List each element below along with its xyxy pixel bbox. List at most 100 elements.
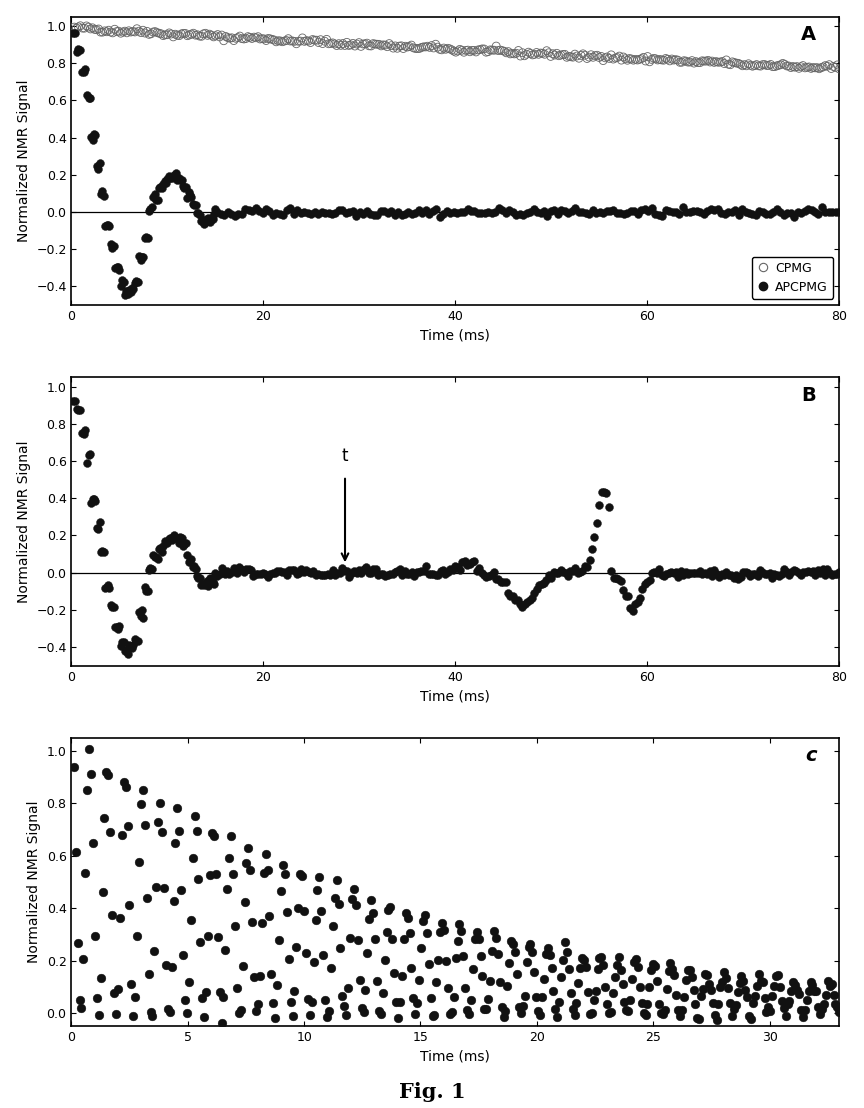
Point [211, 25, 225, 43]
Point [152, 540, 166, 557]
Point [465, 41, 479, 59]
Point [435, 914, 449, 932]
Point [388, 37, 402, 54]
Point [127, 280, 141, 298]
Point [758, 989, 772, 1007]
Point [338, 37, 352, 54]
Point [156, 537, 170, 555]
Point [382, 901, 396, 919]
Point [497, 1007, 511, 1025]
Point [124, 638, 137, 656]
Point [343, 930, 357, 947]
Point [609, 570, 623, 587]
Point [692, 1009, 706, 1027]
Point [715, 565, 728, 583]
Point [297, 902, 311, 920]
Point [816, 560, 829, 577]
Point [83, 445, 97, 463]
Point [736, 973, 750, 991]
Point [416, 204, 429, 222]
Legend: CPMG, APCPMG: CPMG, APCPMG [752, 257, 833, 299]
Point [308, 204, 321, 222]
Point [108, 618, 122, 636]
Point [142, 562, 156, 579]
Point [238, 893, 251, 911]
Point [222, 565, 236, 583]
Point [308, 31, 321, 49]
Point [197, 576, 211, 594]
Point [423, 989, 437, 1007]
Point [384, 37, 398, 54]
Point [282, 950, 295, 967]
Point [251, 28, 265, 45]
Point [830, 998, 844, 1016]
Point [256, 204, 270, 222]
Point [372, 1002, 385, 1019]
Point [524, 204, 537, 222]
Point [108, 259, 122, 277]
Point [384, 565, 397, 583]
Point [299, 944, 313, 962]
Point [577, 952, 591, 970]
Point [739, 563, 753, 581]
Point [519, 45, 533, 63]
Point [73, 17, 87, 34]
Point [326, 562, 340, 579]
Point [443, 1005, 457, 1023]
Point [168, 834, 182, 852]
Point [395, 967, 409, 985]
Point [453, 915, 467, 933]
Point [566, 999, 580, 1017]
Point [360, 944, 374, 962]
Point [403, 565, 416, 583]
Point [428, 1006, 442, 1024]
Point [150, 192, 164, 209]
Point [347, 563, 361, 581]
Point [582, 205, 596, 223]
Point [499, 1003, 512, 1020]
Point [443, 40, 457, 58]
Point [256, 564, 270, 582]
Point [405, 563, 419, 581]
Point [540, 42, 554, 60]
Point [772, 567, 786, 585]
Point [134, 23, 148, 41]
Point [429, 973, 443, 991]
Point [747, 57, 761, 74]
Point [821, 972, 835, 989]
Point [819, 986, 833, 1004]
Point [637, 1004, 651, 1022]
Point [698, 965, 712, 983]
Point [719, 970, 733, 987]
Point [311, 205, 325, 223]
Point [92, 513, 106, 531]
Point [307, 563, 321, 581]
Point [331, 564, 345, 582]
Point [164, 25, 178, 43]
Point [739, 204, 753, 222]
Point [276, 33, 289, 51]
Point [518, 47, 531, 64]
Point [348, 38, 362, 55]
Point [204, 572, 218, 589]
Point [93, 23, 107, 41]
Point [157, 532, 171, 550]
Point [690, 203, 704, 220]
Point [594, 483, 608, 501]
Point [110, 618, 124, 636]
Point [340, 33, 353, 51]
Point [190, 204, 204, 222]
Point [804, 973, 817, 991]
Y-axis label: Normalized NMR Signal: Normalized NMR Signal [16, 440, 30, 603]
Point [172, 168, 186, 186]
Point [345, 890, 359, 907]
Point [620, 204, 634, 222]
Point [689, 564, 702, 582]
Point [677, 52, 691, 70]
Point [535, 987, 549, 1005]
Point [203, 213, 217, 230]
X-axis label: Time (ms): Time (ms) [421, 328, 491, 342]
Point [273, 205, 287, 223]
Point [261, 568, 275, 586]
Point [455, 553, 469, 571]
